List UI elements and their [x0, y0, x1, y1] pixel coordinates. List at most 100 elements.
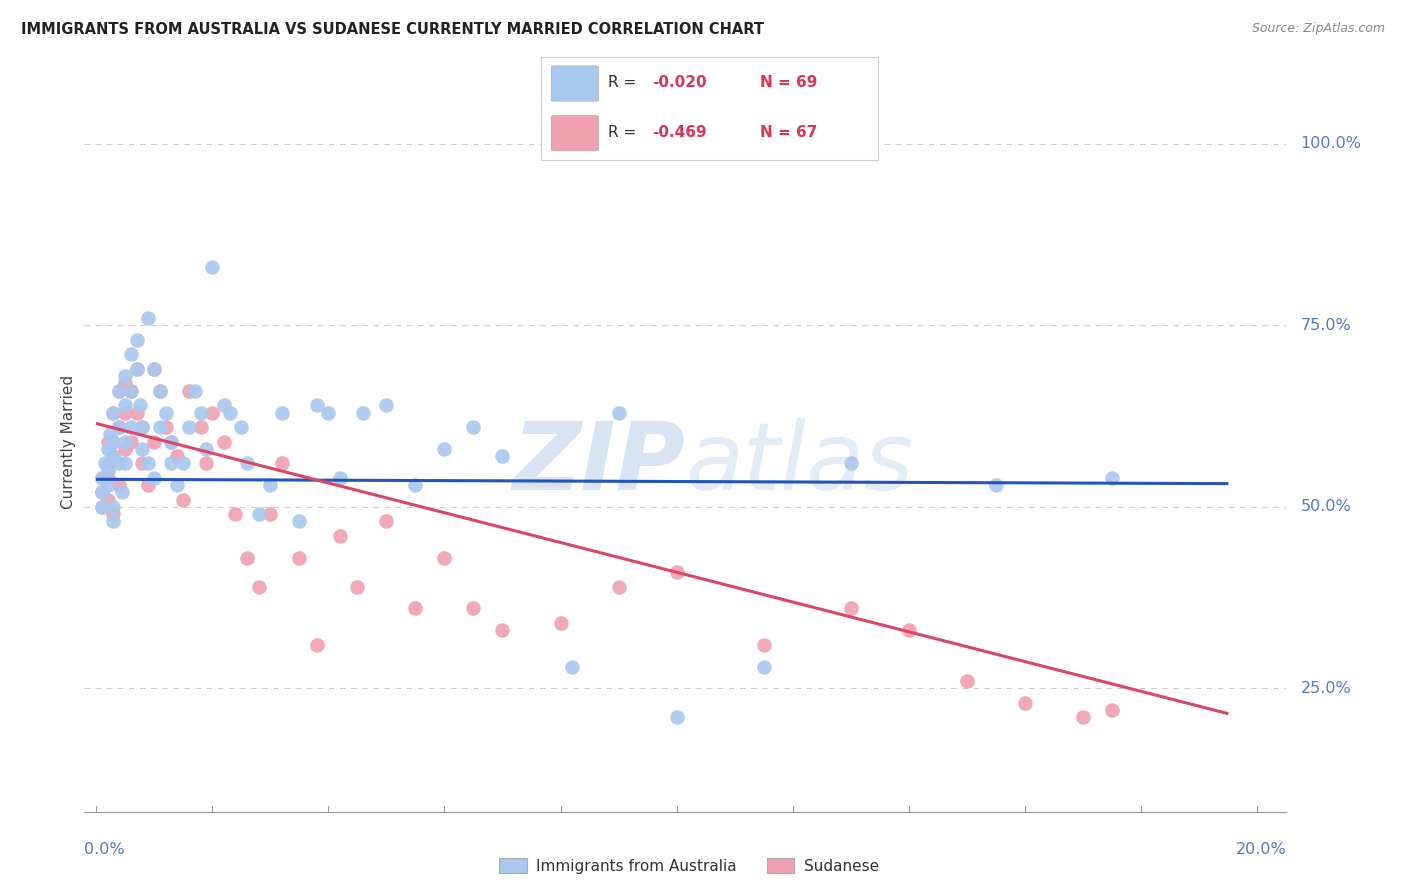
Point [108, 384, 131, 398]
Point [433, 550, 456, 565]
Point [114, 405, 136, 419]
Point [111, 485, 134, 500]
Point [160, 434, 183, 449]
Point [114, 369, 136, 384]
Point [236, 456, 259, 470]
Point [201, 405, 224, 419]
Point [120, 434, 142, 449]
Point [103, 515, 125, 529]
Point [160, 456, 183, 470]
Point [97, 471, 120, 485]
Legend: Immigrants from Australia, Sudanese: Immigrants from Australia, Sudanese [494, 852, 884, 880]
Point [108, 456, 131, 470]
Point [128, 398, 150, 412]
Point [131, 442, 153, 456]
Point [1071, 710, 1094, 724]
Point [195, 456, 218, 470]
Point [433, 442, 456, 456]
Text: 25.0%: 25.0% [1301, 681, 1351, 696]
Point [491, 624, 513, 638]
Point [120, 420, 142, 434]
Point [316, 405, 339, 419]
Point [166, 478, 188, 492]
Point [236, 550, 259, 565]
Point [166, 449, 188, 463]
Point [149, 420, 172, 434]
Text: 20.0%: 20.0% [1236, 842, 1286, 856]
Point [160, 434, 183, 449]
Point [352, 405, 374, 419]
Point [103, 449, 125, 463]
Point [224, 507, 246, 521]
Point [97, 464, 120, 478]
Point [100, 427, 122, 442]
Point [125, 362, 148, 376]
Point [752, 659, 775, 673]
Text: 50.0%: 50.0% [1301, 500, 1351, 515]
Point [329, 529, 352, 543]
Point [404, 601, 426, 615]
Point [375, 515, 398, 529]
Point [172, 492, 194, 507]
Point [190, 405, 212, 419]
Point [114, 434, 136, 449]
Text: ZIP: ZIP [513, 417, 686, 509]
Point [201, 260, 224, 275]
Point [97, 434, 120, 449]
Point [155, 405, 177, 419]
Point [103, 405, 125, 419]
Point [103, 434, 125, 449]
Point [607, 405, 630, 419]
Point [1101, 471, 1123, 485]
Point [131, 420, 153, 434]
Point [103, 434, 125, 449]
Point [136, 456, 159, 470]
Point [984, 478, 1007, 492]
Text: 75.0%: 75.0% [1301, 318, 1351, 333]
Point [1014, 696, 1036, 710]
Point [752, 638, 775, 652]
Point [247, 580, 270, 594]
Point [149, 384, 172, 398]
Point [463, 420, 485, 434]
Text: atlas: atlas [686, 418, 914, 509]
Point [665, 710, 688, 724]
Point [103, 449, 125, 463]
Point [136, 311, 159, 326]
Point [103, 500, 125, 514]
Point [114, 398, 136, 412]
Point [90, 500, 112, 514]
Point [259, 478, 281, 492]
Point [131, 420, 153, 434]
Point [97, 456, 120, 470]
Point [90, 500, 112, 514]
Point [108, 478, 131, 492]
Point [183, 384, 205, 398]
Point [90, 471, 112, 485]
Point [143, 362, 166, 376]
Point [346, 580, 368, 594]
Point [90, 485, 112, 500]
Text: 100.0%: 100.0% [1301, 136, 1361, 152]
Point [288, 550, 311, 565]
Point [956, 674, 979, 689]
Point [155, 420, 177, 434]
Point [195, 442, 218, 456]
Point [90, 485, 112, 500]
Point [97, 442, 120, 456]
Point [561, 659, 583, 673]
Point [404, 478, 426, 492]
Point [125, 405, 148, 419]
Point [103, 507, 125, 521]
Point [839, 601, 862, 615]
Point [491, 449, 513, 463]
Point [114, 376, 136, 391]
Point [305, 638, 328, 652]
Point [97, 492, 120, 507]
Point [463, 601, 485, 615]
Point [550, 615, 572, 630]
Point [125, 333, 148, 347]
Point [114, 442, 136, 456]
Point [270, 456, 292, 470]
Point [120, 384, 142, 398]
